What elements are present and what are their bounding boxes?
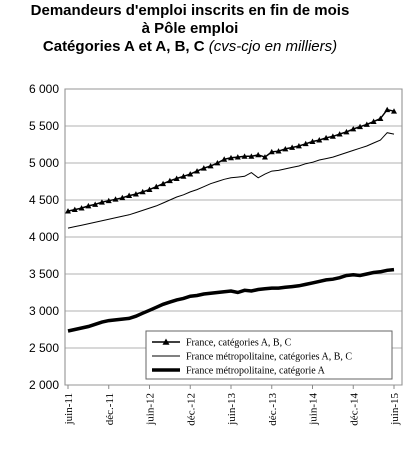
series-line [67, 267, 395, 333]
x-tick-label: déc.-14 [348, 393, 360, 426]
marker [78, 205, 85, 211]
marker [85, 202, 92, 209]
marker [153, 183, 160, 190]
marker [180, 173, 187, 179]
marker [194, 168, 201, 174]
marker [160, 180, 167, 187]
series-line [67, 132, 395, 229]
marker [98, 199, 105, 205]
marker [126, 192, 133, 198]
marker [71, 206, 78, 213]
y-tick-label: 5 000 [29, 156, 59, 170]
chart-title: à Pôle emploi [142, 20, 239, 37]
x-tick-label: juin-12 [145, 393, 157, 426]
marker [65, 208, 71, 214]
marker [295, 142, 302, 149]
marker [316, 137, 323, 143]
marker [282, 145, 289, 152]
chart-title: Demandeurs d'emploi inscrits en fin de m… [31, 2, 350, 19]
legend-label: France métropolitaine, catégorie A [186, 366, 326, 377]
subtitle-note: (cvs-cjo en milliers) [209, 38, 337, 55]
marker [268, 148, 275, 155]
x-tick-label: déc.-11 [104, 393, 116, 425]
marker [370, 118, 377, 124]
marker [214, 160, 221, 166]
marker [146, 186, 153, 193]
subtitle: Catégories A et A, B, C [43, 38, 205, 55]
marker [221, 156, 228, 162]
marker [343, 128, 350, 135]
marker [112, 196, 119, 202]
marker [377, 115, 384, 121]
marker [350, 125, 357, 132]
marker [261, 154, 268, 160]
marker [139, 188, 146, 195]
y-tick-label: 6 000 [29, 82, 59, 96]
marker [309, 138, 316, 144]
x-tick-label: juin-13 [226, 393, 238, 426]
marker [207, 162, 214, 169]
marker [187, 171, 194, 177]
marker [228, 154, 234, 161]
marker [289, 144, 296, 150]
legend-marker [162, 338, 170, 345]
y-tick-label: 3 500 [29, 267, 59, 281]
marker [200, 165, 207, 171]
marker [173, 175, 180, 181]
marker [248, 153, 255, 159]
marker [166, 177, 173, 184]
marker [119, 194, 126, 201]
marker [329, 133, 336, 139]
marker [302, 140, 309, 147]
y-tick-label: 4 500 [29, 193, 59, 207]
marker [391, 108, 397, 114]
marker [336, 131, 343, 137]
x-tick-label: déc.-12 [185, 393, 197, 426]
marker [105, 197, 112, 204]
marker [234, 154, 241, 160]
marker [92, 201, 99, 207]
marker [132, 191, 139, 197]
marker [241, 153, 248, 159]
y-tick-label: 4 000 [29, 230, 59, 244]
y-tick-label: 5 500 [29, 119, 59, 133]
legend-label: France métropolitaine, catégories A, B, … [186, 352, 352, 363]
marker [384, 106, 391, 113]
x-tick-label: déc.-13 [267, 393, 279, 426]
x-tick-label: juin-14 [308, 393, 320, 426]
y-tick-label: 2 000 [29, 378, 59, 392]
marker [363, 121, 370, 127]
series-line [67, 108, 395, 212]
x-tick-label: juin-15 [389, 393, 401, 426]
x-tick-label: juin-11 [63, 393, 75, 425]
y-tick-label: 2 500 [29, 341, 59, 355]
marker [275, 148, 282, 154]
chart-subtitle: Catégories A et A, B, C (cvs-cjo en mill… [43, 38, 337, 55]
legend [145, 330, 393, 380]
marker [255, 151, 262, 158]
marker [323, 134, 330, 141]
marker [357, 123, 364, 130]
y-tick-label: 3 000 [29, 304, 59, 318]
legend-label: France, catégories A, B, C [186, 338, 292, 349]
